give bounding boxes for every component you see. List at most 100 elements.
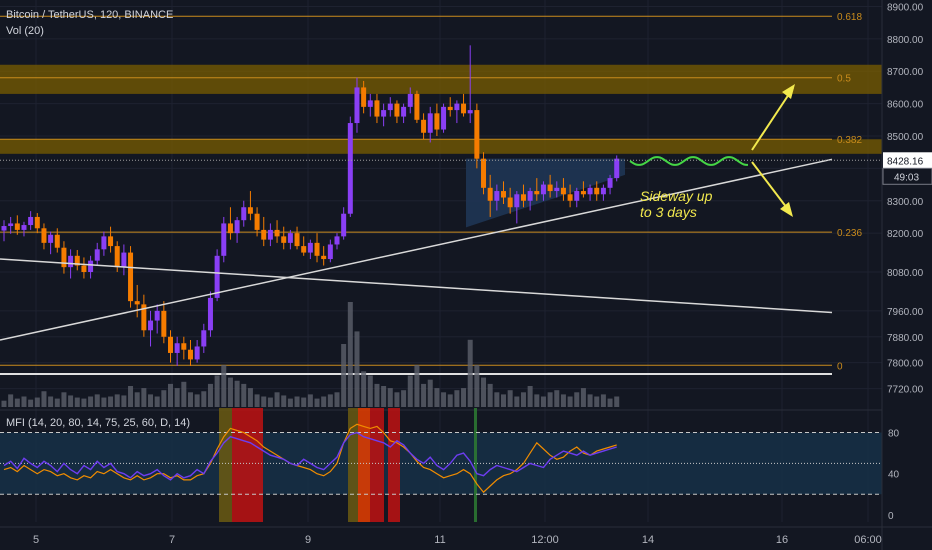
candle-body xyxy=(301,246,307,253)
time-tick-label: 5 xyxy=(33,534,39,546)
volume-bar xyxy=(21,396,27,407)
fib-level-label: 0.5 xyxy=(837,74,851,85)
last-price-box xyxy=(883,152,932,169)
volume-bar xyxy=(41,391,47,407)
mfi-signal-zone xyxy=(358,408,370,522)
candle-body xyxy=(347,123,353,214)
volume-bar xyxy=(294,396,300,407)
time-tick-label: 16 xyxy=(776,534,788,546)
volume-legend: Vol (20) xyxy=(6,25,44,37)
candle-body xyxy=(447,106,453,111)
volume-bar xyxy=(321,396,327,407)
candle-body xyxy=(454,103,460,111)
volume-bar xyxy=(101,397,107,407)
candle-body xyxy=(34,216,40,229)
candle-body xyxy=(187,349,193,360)
volume-bar xyxy=(481,377,487,407)
volume-bar xyxy=(347,302,353,407)
candle-body xyxy=(234,220,240,234)
price-tick-label: 8300.00 xyxy=(887,197,924,208)
candle-body xyxy=(374,100,380,117)
volume-bar xyxy=(187,392,193,407)
candle-body xyxy=(587,187,593,195)
fib-level-label: 0.382 xyxy=(837,135,862,146)
price-tick-label: 8900.00 xyxy=(887,2,924,13)
volume-bar xyxy=(314,398,320,407)
candle-body xyxy=(554,187,560,192)
candle-body xyxy=(540,184,546,195)
volume-bar xyxy=(434,388,440,407)
volume-bar xyxy=(327,394,333,407)
mfi-line xyxy=(3,431,617,481)
price-tick-label: 8600.00 xyxy=(887,100,924,111)
candle-body xyxy=(534,191,540,195)
candle-body xyxy=(594,187,600,195)
candle-body xyxy=(221,223,227,256)
candle-body xyxy=(61,247,67,268)
candle-body xyxy=(394,103,400,117)
down-arrow xyxy=(751,161,791,213)
sideway-annotation: Sideway up to 3 days xyxy=(640,188,712,220)
mfi-signal-zone xyxy=(232,408,263,522)
mfi-signal-zone xyxy=(474,408,477,522)
volume-bar xyxy=(121,395,127,407)
volume-bar xyxy=(214,375,220,407)
volume-bar xyxy=(441,392,447,407)
volume-bar xyxy=(494,392,500,407)
volume-bar xyxy=(168,383,173,407)
volume-bar xyxy=(454,390,460,407)
projection-wave xyxy=(629,156,748,166)
volume-bar xyxy=(301,397,307,407)
candle-body xyxy=(148,320,154,331)
last-price-label: 8428.16 xyxy=(887,156,924,167)
candle-body xyxy=(28,216,34,226)
volume-bar xyxy=(520,392,526,407)
candle-body xyxy=(261,229,267,240)
mfi-tick-label: 80 xyxy=(888,429,900,440)
candle-body xyxy=(201,330,207,347)
candles xyxy=(1,45,620,366)
volume-bar xyxy=(161,390,167,407)
volume-bar xyxy=(394,392,400,407)
volume-bar xyxy=(274,392,280,407)
candle-body xyxy=(254,213,260,230)
candle-body xyxy=(607,178,613,188)
volume-bar xyxy=(374,383,380,407)
chart-title: Bitcoin / TetherUS, 120, BINANCE xyxy=(6,9,174,21)
volume-bar xyxy=(154,396,160,407)
candle-body xyxy=(314,242,320,256)
volume-bar xyxy=(341,344,347,407)
volume-bar xyxy=(28,399,34,407)
volume-bar xyxy=(247,388,253,407)
volume-bar xyxy=(307,394,313,407)
up-arrowhead xyxy=(782,84,795,99)
candle-body xyxy=(381,110,387,117)
mfi-legend: MFI (14, 20, 80, 14, 75, 25, 60, D, 14) xyxy=(6,417,191,429)
volume-bar xyxy=(467,339,473,407)
mfi-indicator xyxy=(0,408,932,522)
volume-bar xyxy=(401,390,407,407)
candle-body xyxy=(354,87,360,124)
candle-body xyxy=(1,226,7,231)
candle-body xyxy=(514,194,520,208)
volume-bar xyxy=(201,391,207,407)
resistance-zone xyxy=(0,64,882,94)
volume-bar xyxy=(207,383,213,407)
volume-bars xyxy=(1,302,620,407)
volume-bar xyxy=(514,396,520,407)
volume-bar xyxy=(547,392,553,407)
candle-body xyxy=(527,191,533,201)
time-tick-label: 9 xyxy=(305,534,311,546)
time-tick-label: 7 xyxy=(169,534,175,546)
volume-bar xyxy=(587,394,593,407)
mfi-signal-zone xyxy=(370,408,384,522)
countdown-label: 49:03 xyxy=(894,172,919,183)
candle-body xyxy=(247,207,253,214)
candle-body xyxy=(168,336,173,353)
candle-body xyxy=(427,113,433,133)
candle-body xyxy=(101,236,107,250)
candle-body xyxy=(114,246,120,268)
candle-body xyxy=(194,346,200,360)
candle-body xyxy=(407,93,413,107)
